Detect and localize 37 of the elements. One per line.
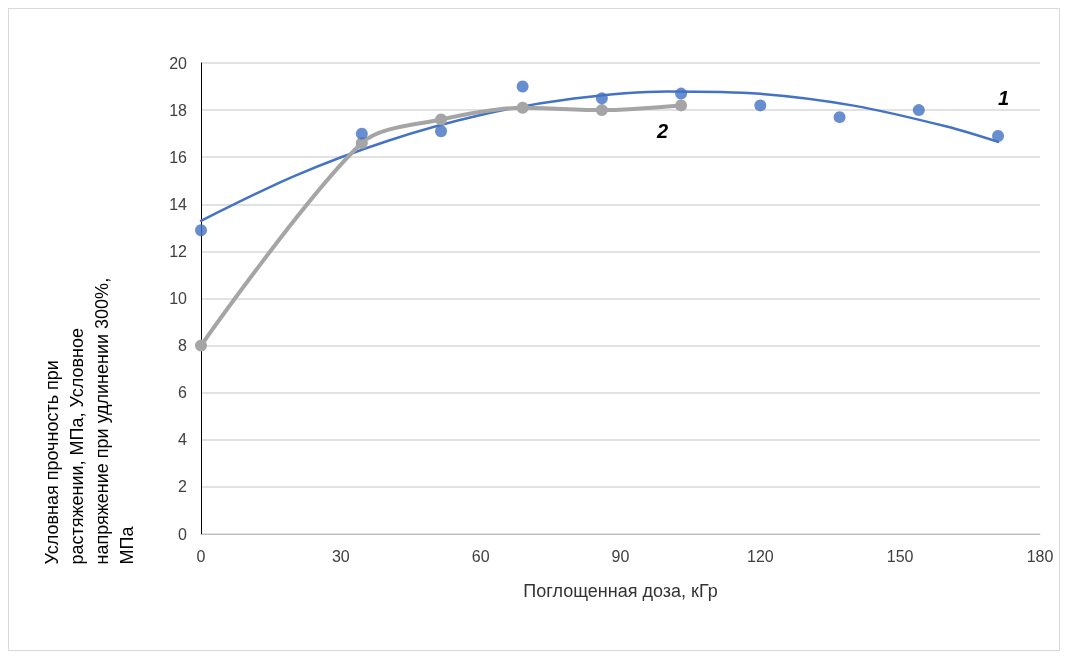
x-axis-title: Поглощенная доза, кГр [523,581,718,601]
point [912,104,925,117]
point [355,127,368,140]
y-axis-title: Условная прочность при растяжении, МПа, Условное напряжение при удлинении 300%, МПа [41,272,137,565]
point [833,111,846,124]
point [516,80,529,93]
x-tick-label: 90 [611,547,630,565]
y-tick-label: 6 [178,384,188,402]
y-tick-label: 8 [178,337,188,355]
point [195,224,207,237]
point [595,92,608,105]
point [595,104,608,117]
y-tick-label: 4 [178,431,188,449]
point [754,99,767,112]
x-tick-label: 60 [471,547,490,565]
y-tick-label: 20 [169,54,188,72]
x-tick-label: 0 [196,547,206,565]
y-tick-label: 12 [169,242,188,260]
y-tick-label: 2 [178,478,188,496]
point [195,339,207,352]
point [435,113,448,126]
y-tick-label: 10 [169,290,188,307]
y-tick-label: 0 [178,525,188,543]
series-label: 2 [656,120,669,143]
point [675,99,688,112]
x-tick-label: 30 [331,547,350,565]
x-tick-label: 180 [1026,547,1054,565]
point [675,87,688,100]
y-tick-label: 16 [169,148,188,166]
x-tick-label: 120 [746,547,774,565]
x-tick-label: 150 [886,547,914,565]
point [435,125,448,138]
y-tick-label: 14 [169,195,188,213]
point [992,130,1005,142]
series-label: 1 [998,86,1010,109]
point [516,101,529,114]
y-tick-label: 18 [169,101,188,119]
